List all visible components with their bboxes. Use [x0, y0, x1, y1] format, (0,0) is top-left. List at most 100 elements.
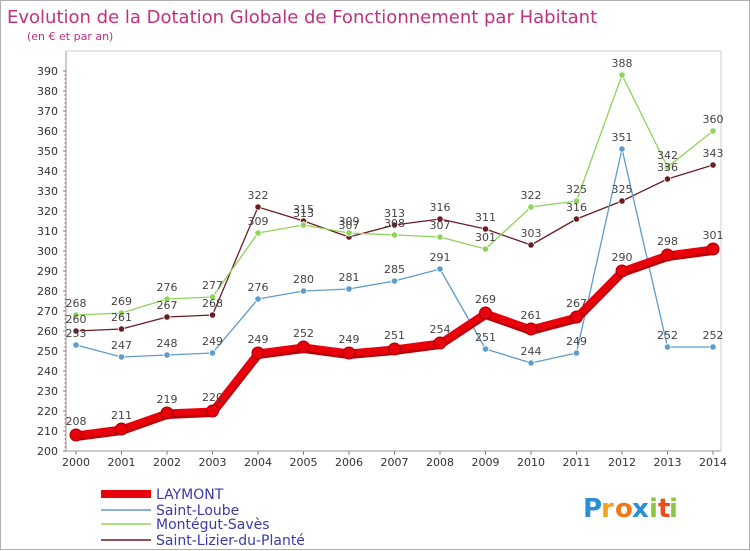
series-2-point	[618, 71, 626, 79]
series-1-data-label: 291	[430, 251, 451, 264]
legend-label-3: Saint-Lizier-du-Planté	[156, 533, 305, 549]
series-0-data-label: 208	[66, 415, 87, 428]
x-tick-label: 2014	[699, 456, 727, 469]
x-tick-label: 2012	[608, 456, 636, 469]
series-0-data-label: 211	[111, 409, 132, 422]
series-0-data-label: 249	[248, 333, 269, 346]
series-3-point	[572, 215, 581, 223]
series-2-point	[299, 221, 308, 229]
series-2-point	[208, 293, 217, 301]
y-tick-label: 330	[37, 185, 58, 198]
axes: 200 210 220 230 240 250 260 270 280 290 300 310 320 3…	[37, 50, 727, 469]
series-3-point	[254, 203, 262, 211]
series-0-point	[433, 336, 447, 350]
series-3-point	[618, 197, 626, 205]
chart-title: Evolution de la Dotation Globale de Fonc…	[7, 7, 597, 28]
series-1-data-label: 285	[384, 263, 405, 276]
series-1-data-label: 247	[111, 339, 132, 352]
series-1-data-label: 351	[612, 131, 633, 144]
series-3-point	[663, 175, 672, 183]
series-1-point	[618, 145, 626, 153]
series-0-point	[570, 310, 583, 324]
x-tick-label: 2011	[563, 456, 591, 469]
x-tick-label: 2006	[335, 456, 363, 469]
series-0-point	[206, 404, 219, 418]
series-3-point	[436, 215, 444, 223]
series-1-data-label: 249	[566, 335, 587, 348]
y-tick-label: 270	[37, 305, 58, 318]
series-3-data-label: 316	[430, 201, 451, 214]
series-2-data-label: 309	[339, 215, 360, 228]
series-0-data-label: 220	[202, 391, 223, 404]
series-2-point	[72, 311, 80, 319]
series-3-point	[208, 311, 217, 319]
series-0-point	[69, 428, 83, 442]
series-1-point	[390, 277, 399, 285]
series-3-point	[72, 327, 80, 335]
series-1-point	[163, 351, 171, 359]
y-tick-label: 310	[37, 225, 58, 238]
brand-letter: o	[615, 494, 633, 524]
series-1-point	[299, 287, 308, 295]
y-tick-label: 220	[37, 405, 58, 418]
series-3-data-label: 313	[384, 207, 405, 220]
series-2-data-label: 307	[430, 219, 451, 232]
brand-letter: t	[658, 494, 670, 524]
y-tick-label: 230	[37, 385, 58, 398]
series-1-point	[481, 345, 490, 353]
brand-letter: i	[669, 494, 678, 524]
series-0-data-label: 249	[339, 333, 360, 346]
y-tick-label: 390	[37, 65, 58, 78]
y-tick-label: 260	[37, 325, 58, 338]
series-3-data-label: 343	[703, 147, 724, 160]
x-tick-label: 2008	[426, 456, 454, 469]
series-2-data-label: 313	[293, 207, 314, 220]
y-tick-label: 370	[37, 105, 58, 118]
x-tick-label: 2002	[153, 456, 181, 469]
series-0-point	[524, 322, 538, 336]
x-tick-label: 2004	[244, 456, 272, 469]
series-3-data-label: 307	[339, 219, 360, 232]
series-0-data-label: 269	[475, 293, 496, 306]
series-3-data-label: 303	[521, 227, 542, 240]
series-3-point	[527, 241, 535, 249]
brand-logo: Pr o x i ti	[583, 494, 678, 524]
series-2-data-label: 269	[111, 295, 132, 308]
series-0-point	[479, 306, 492, 320]
series-0-data-label: 301	[703, 229, 724, 242]
y-tick-label: 320	[37, 205, 58, 218]
series-3-data-label: 315	[293, 203, 314, 216]
series-2-data-label: 277	[202, 279, 223, 292]
series-3-point	[390, 221, 399, 229]
series-3-data-label: 325	[612, 183, 633, 196]
series-layer	[69, 71, 720, 442]
series-2-point	[117, 309, 126, 317]
series-3-point	[481, 225, 490, 233]
series-2-point	[709, 127, 717, 135]
series-2-point	[436, 233, 444, 241]
series-1-data-label: 252	[657, 329, 678, 342]
x-tick-label: 2000	[62, 456, 90, 469]
x-tick-label: 2013	[654, 456, 682, 469]
series-0-point	[342, 346, 356, 360]
series-3-data-label: 316	[566, 201, 587, 214]
series-3-data-label: 267	[157, 299, 178, 312]
series-0-data-label: 261	[521, 309, 542, 322]
series-3-data-label: 336	[657, 161, 678, 174]
series-1-data-label: 249	[202, 335, 223, 348]
series-2-point	[572, 197, 581, 205]
series-2-point	[527, 203, 535, 211]
series-1-data-label: 244	[521, 345, 542, 358]
series-0-point	[615, 264, 629, 278]
series-1-data-label: 276	[248, 281, 269, 294]
series-1-data-label: 253	[66, 327, 87, 340]
series-1-data-label: 252	[703, 329, 724, 342]
y-tick-label: 250	[37, 345, 58, 358]
y-tick-label: 240	[37, 365, 58, 378]
series-2-point	[254, 229, 262, 237]
series-3-point	[163, 313, 171, 321]
x-tick-label: 2005	[290, 456, 318, 469]
y-tick-label: 210	[37, 425, 58, 438]
series-2-point	[345, 229, 353, 237]
